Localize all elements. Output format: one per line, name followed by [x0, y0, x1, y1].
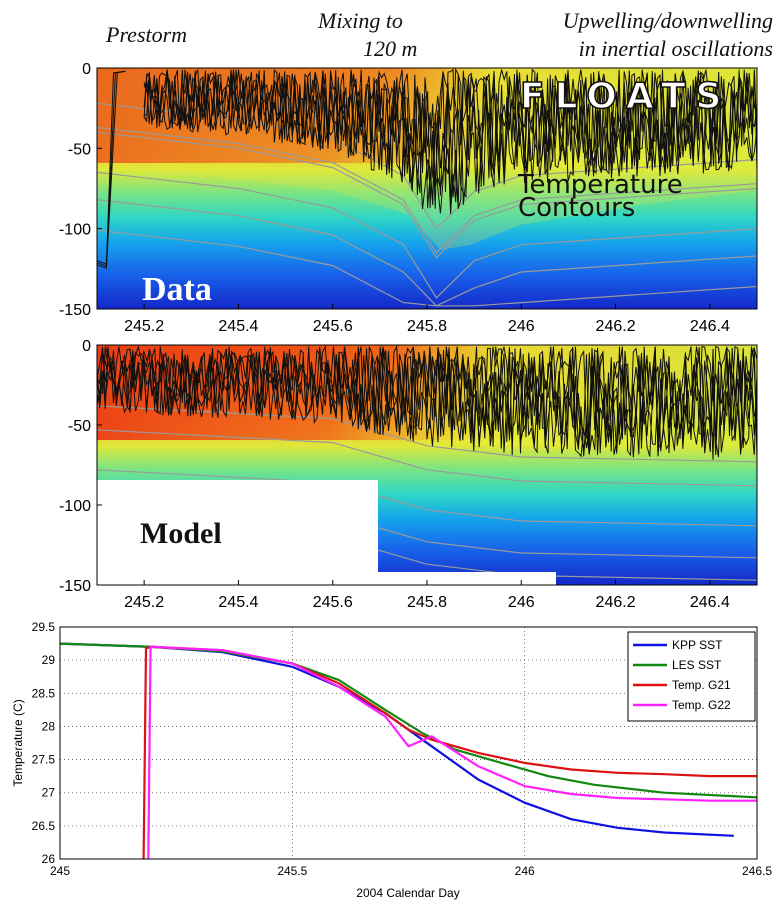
model-x-tick-label: 246: [508, 594, 535, 611]
data-x-tick-label: 245.2: [124, 318, 164, 335]
legend-label: KPP SST: [672, 638, 723, 652]
sst-y-tick-label: 27.5: [32, 753, 56, 767]
legend-label: LES SST: [672, 658, 722, 672]
data-y-tick-label: 0: [82, 61, 91, 78]
data-float-track: [143, 68, 758, 210]
model-x-axis: 245.2 245.4 245.6 245.8 246 246.2 246.4: [124, 580, 730, 611]
sst-x-tick-label: 245.5: [277, 864, 307, 878]
model-label-box: [97, 480, 378, 585]
data-x-axis: 245.2 245.4 245.6 245.8 246 246.2 246.4: [124, 304, 730, 335]
sst-series: [59, 642, 758, 860]
sst-series-line-temp-g22: [147, 645, 757, 860]
data-x-tick-label: 246: [508, 318, 535, 335]
sst-x-tick-label: 246.5: [742, 864, 772, 878]
data-y-tick-label: -50: [68, 141, 91, 158]
data-x-tick-label: 245.8: [407, 318, 447, 335]
sst-legend: KPP SST LES SST Temp. G21 Temp. G22: [627, 631, 756, 722]
sst-y-axis-label: Temperature (C): [11, 699, 25, 786]
sst-plot-frame: [59, 626, 758, 860]
data-contour-line: [96, 229, 758, 307]
sst-y-tick-label: 27: [42, 786, 56, 800]
data-y-tick-label: -100: [59, 222, 91, 239]
data-contour-line: [96, 131, 758, 259]
data-y-axis: 0 -50 -100 -150: [59, 61, 102, 319]
sst-x-axis-label: 2004 Calendar Day: [356, 886, 459, 900]
sst-series-line-les-sst: [59, 642, 758, 799]
data-contour-line: [96, 199, 758, 307]
model-x-tick-label: 245.6: [313, 594, 353, 611]
model-x-tick-label: 246.4: [690, 594, 730, 611]
model-contour-line: [96, 429, 758, 487]
data-contour-line: [96, 171, 758, 299]
data-contour-line: [96, 102, 758, 230]
sst-x-tick-label: 245: [50, 864, 70, 878]
sst-y-tick-label: 26: [42, 852, 56, 866]
data-x-tick-label: 246.4: [690, 318, 730, 335]
model-float-track: [96, 344, 758, 460]
data-panel-label: Data: [142, 271, 212, 308]
sst-line-panel: 245 245.5 246 246.5 26 26.5 27 27.5 28 28.5 29 29.…: [11, 620, 772, 900]
model-panel: 245.2 245.4 245.6 245.8 246 246.2 246.4 0 -50 -1…: [59, 338, 758, 611]
annotation-mixing-line2: 120 m: [363, 36, 418, 61]
legend-label: Temp. G22: [672, 698, 731, 712]
sst-x-axis: 245 245.5 246 246.5: [50, 864, 772, 878]
model-contour-line: [96, 405, 758, 463]
data-x-tick-label: 245.4: [218, 318, 258, 335]
data-panel: 245.2 245.4 245.6 245.8 246 246.2 246.4 0 -50 -1…: [59, 61, 758, 335]
model-y-axis: 0 -50 -100 -150: [59, 338, 102, 595]
data-x-tick-label: 245.6: [313, 318, 353, 335]
model-y-tick-label: -100: [59, 498, 91, 515]
model-float-track: [96, 346, 758, 457]
data-x-tick-label: 246.2: [596, 318, 636, 335]
model-y-tick-label: 0: [82, 338, 91, 355]
model-y-tick-label: -50: [68, 418, 91, 435]
annotation-upwelling-line1: Upwelling/downwelling: [562, 8, 773, 33]
sst-y-tick-label: 26.5: [32, 819, 56, 833]
legend-label: Temp. G21: [672, 678, 731, 692]
data-float-tracks: [96, 67, 758, 269]
sst-y-axis: 26 26.5 27 27.5 28 28.5 29 29.5: [32, 620, 56, 866]
sst-y-tick-label: 28.5: [32, 686, 56, 700]
model-panel-label: Model: [140, 517, 222, 550]
temperature-contours-label-2: Contours: [518, 193, 635, 223]
annotation-mixing-line1: Mixing to: [318, 8, 403, 33]
data-y-tick-label: -150: [59, 302, 91, 319]
sst-x-tick-label: 246: [515, 864, 535, 878]
sst-y-tick-label: 29: [42, 653, 56, 667]
model-float-track: [96, 344, 758, 457]
model-y-tick-label: -150: [59, 578, 91, 595]
model-x-tick-label: 245.8: [407, 594, 447, 611]
sst-y-tick-label: 29.5: [32, 620, 56, 634]
annotation-upwelling-line2: in inertial oscillations: [578, 36, 773, 61]
annotation-prestorm: Prestorm: [106, 22, 188, 47]
model-x-tick-label: 245.4: [218, 594, 258, 611]
floats-label: FLOATS: [520, 76, 731, 117]
model-float-tracks: [96, 344, 758, 460]
data-float-track: [144, 69, 758, 209]
model-contour-line: [96, 469, 758, 527]
temperature-contours-label-1: Temperature: [517, 170, 683, 200]
model-x-tick-label: 245.2: [124, 594, 164, 611]
sst-y-tick-label: 28: [42, 719, 56, 733]
data-prestorm-float-track: [96, 70, 126, 269]
data-float-track: [143, 69, 758, 214]
model-bottom-mask: [378, 572, 556, 585]
data-contour-line: [96, 126, 758, 254]
data-temperature-contours: [96, 102, 758, 307]
model-x-tick-label: 246.2: [596, 594, 636, 611]
